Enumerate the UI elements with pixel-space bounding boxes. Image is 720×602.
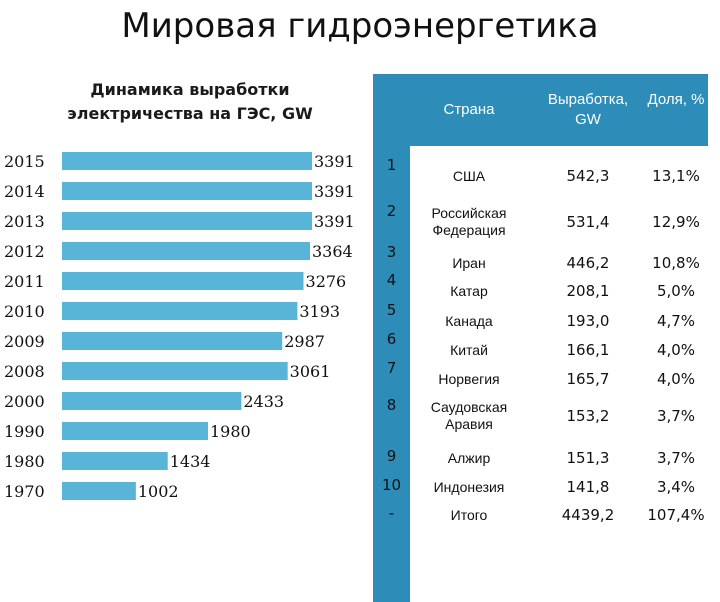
cell-output: 166,1 — [566, 340, 610, 359]
bar-1980 — [62, 452, 168, 470]
year-label: 1990 — [4, 422, 45, 441]
bar-1990 — [62, 422, 208, 440]
year-label: 2009 — [4, 332, 45, 351]
cell-share: 4,0% — [656, 340, 696, 359]
cell-country: Итого — [450, 506, 488, 523]
cell-output: 151,3 — [566, 448, 610, 467]
value-label: 2433 — [243, 392, 284, 411]
cell-share: 3,4% — [656, 477, 696, 496]
cell-country: Саудовская Аравия — [430, 399, 508, 432]
year-label: 2013 — [4, 212, 45, 231]
cell-country: Канада — [445, 312, 493, 329]
bar-2008 — [62, 362, 288, 380]
bar-2011 — [62, 272, 304, 290]
cell-share: 10,8% — [652, 253, 700, 272]
cell-n: 1 — [386, 156, 397, 174]
cell-share: 12,9% — [652, 212, 700, 231]
value-label: 3193 — [299, 302, 340, 321]
cell-n: 5 — [386, 301, 397, 319]
cell-output: 531,4 — [566, 212, 610, 231]
header-country: Страна — [443, 101, 495, 118]
cell-share: 4,0% — [656, 369, 696, 388]
bar-1970 — [62, 482, 136, 500]
cell-n: - — [388, 504, 395, 522]
value-label: 3364 — [312, 242, 353, 261]
cell-n: 4 — [386, 271, 397, 289]
bar-2010 — [62, 302, 298, 320]
page-title: Мировая гидроэнергетика — [121, 6, 599, 46]
cell-country: Алжир — [447, 449, 491, 466]
cell-n: 6 — [386, 330, 397, 348]
cell-country: Индонезия — [433, 478, 505, 495]
cell-share: 4,7% — [656, 311, 696, 330]
year-label: 2010 — [4, 302, 45, 321]
value-label: 1434 — [170, 452, 211, 471]
value-label: 3391 — [314, 152, 355, 171]
cell-output: 208,1 — [566, 281, 610, 300]
bar-2009 — [62, 332, 283, 350]
cell-output: 153,2 — [566, 406, 610, 425]
value-label: 3061 — [290, 362, 331, 381]
value-label: 3276 — [306, 272, 347, 291]
cell-country: США — [452, 167, 486, 184]
cell-share: 107,4% — [647, 505, 705, 524]
cell-output: 165,7 — [566, 369, 610, 388]
cell-output: 446,2 — [566, 253, 610, 272]
year-label: 1980 — [4, 452, 45, 471]
cell-output: 4439,2 — [561, 505, 615, 524]
bar-2015 — [62, 152, 312, 170]
value-label: 1002 — [138, 482, 179, 501]
header-output: Выработка, GW — [547, 91, 629, 128]
value-label: 3391 — [314, 212, 355, 231]
chart-title: Динамика выработки электричества на ГЭС,… — [67, 80, 313, 123]
cell-share: 13,1% — [652, 166, 700, 185]
rank-column-bg — [373, 146, 410, 602]
bar-2014 — [62, 182, 312, 200]
cell-share: 5,0% — [656, 281, 696, 300]
top-countries-table: Страна Выработка, GW Доля, % 1 США 542,3 13… — [373, 74, 708, 602]
cell-n: 7 — [386, 359, 397, 377]
cell-n: 2 — [386, 202, 397, 220]
bar-2000 — [62, 392, 242, 410]
year-label: 2011 — [4, 272, 45, 291]
table-header-bg — [373, 74, 708, 146]
bar-2013 — [62, 212, 312, 230]
value-label: 3391 — [314, 182, 355, 201]
bar-2012 — [62, 242, 311, 260]
cell-n: 3 — [386, 243, 397, 261]
cell-country: Катар — [450, 282, 488, 299]
cell-country: Норвегия — [438, 370, 500, 387]
year-label: 2015 — [4, 152, 45, 171]
cell-n: 9 — [386, 447, 397, 465]
header-share: Доля, % — [647, 91, 705, 108]
cell-country: Иран — [452, 254, 486, 271]
cell-country: Китай — [450, 341, 488, 358]
cell-n: 10 — [381, 476, 402, 494]
year-label: 2014 — [4, 182, 45, 201]
value-label: 1980 — [210, 422, 251, 441]
cell-share: 3,7% — [656, 448, 696, 467]
cell-country: Российская Федерация — [431, 205, 507, 238]
cell-share: 3,7% — [656, 406, 696, 425]
cell-n: 8 — [386, 396, 397, 414]
year-label: 2008 — [4, 362, 45, 381]
hydro-output-bar-chart: 2015 3391 2014 3391 2013 3391 2012 3364 2011 3276… — [4, 152, 355, 501]
cell-output: 193,0 — [566, 311, 610, 330]
year-label: 2012 — [4, 242, 45, 261]
value-label: 2987 — [284, 332, 325, 351]
cell-output: 141,8 — [566, 477, 610, 496]
year-label: 1970 — [4, 482, 45, 501]
cell-output: 542,3 — [566, 166, 610, 185]
year-label: 2000 — [4, 392, 45, 411]
